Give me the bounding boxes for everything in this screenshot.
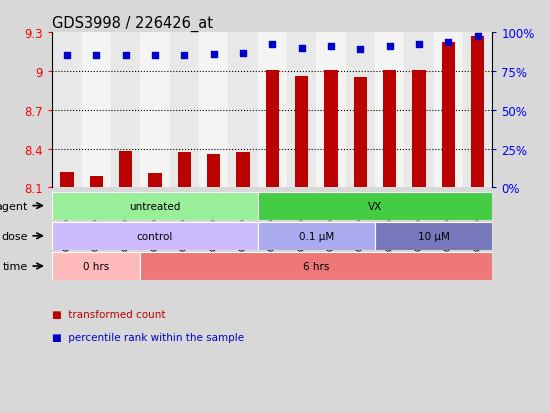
Text: 0.1 μM: 0.1 μM bbox=[299, 231, 334, 241]
Bar bbox=[52, 222, 257, 250]
Text: 0 hrs: 0 hrs bbox=[83, 261, 109, 271]
Bar bbox=[140, 33, 169, 188]
Bar bbox=[463, 33, 492, 188]
Text: time: time bbox=[3, 261, 28, 271]
Text: dose: dose bbox=[2, 231, 28, 241]
Text: GDS3998 / 226426_at: GDS3998 / 226426_at bbox=[52, 16, 213, 32]
Point bbox=[121, 53, 130, 59]
Text: 10 μM: 10 μM bbox=[417, 231, 449, 241]
Bar bbox=[81, 33, 111, 188]
Bar bbox=[207, 154, 220, 188]
Text: VX: VX bbox=[368, 201, 382, 211]
Bar bbox=[354, 78, 367, 188]
Point bbox=[239, 50, 248, 57]
Bar bbox=[316, 33, 345, 188]
Point bbox=[151, 53, 160, 59]
Bar bbox=[442, 43, 455, 188]
Bar bbox=[52, 33, 81, 188]
Point bbox=[209, 52, 218, 58]
Bar bbox=[404, 33, 433, 188]
Bar bbox=[199, 33, 228, 188]
Bar bbox=[148, 174, 162, 188]
Point bbox=[415, 41, 424, 48]
Text: ■  percentile rank within the sample: ■ percentile rank within the sample bbox=[52, 332, 244, 342]
Bar bbox=[375, 222, 492, 250]
Text: ■  transformed count: ■ transformed count bbox=[52, 310, 166, 320]
Text: 6 hrs: 6 hrs bbox=[303, 261, 329, 271]
Point bbox=[356, 47, 365, 53]
Bar bbox=[257, 33, 287, 188]
Point bbox=[444, 40, 453, 47]
Bar bbox=[52, 192, 257, 220]
Bar bbox=[375, 33, 404, 188]
Point bbox=[92, 53, 101, 59]
Text: agent: agent bbox=[0, 201, 28, 211]
Bar bbox=[140, 252, 492, 280]
Bar bbox=[471, 37, 484, 188]
Text: untreated: untreated bbox=[129, 201, 180, 211]
Bar bbox=[287, 33, 316, 188]
Bar bbox=[295, 77, 308, 188]
Point bbox=[473, 33, 482, 40]
Bar bbox=[324, 71, 338, 188]
Bar bbox=[90, 176, 103, 188]
Bar bbox=[52, 252, 140, 280]
Text: control: control bbox=[137, 231, 173, 241]
Bar bbox=[236, 153, 250, 188]
Point bbox=[63, 53, 72, 59]
Bar bbox=[178, 153, 191, 188]
Bar bbox=[412, 71, 426, 188]
Bar bbox=[345, 33, 375, 188]
Bar bbox=[169, 33, 199, 188]
Bar bbox=[119, 152, 132, 188]
Bar bbox=[266, 71, 279, 188]
Bar bbox=[257, 222, 375, 250]
Point bbox=[180, 53, 189, 59]
Bar bbox=[228, 33, 257, 188]
Bar bbox=[383, 71, 396, 188]
Point bbox=[327, 44, 336, 50]
Bar bbox=[257, 192, 492, 220]
Bar bbox=[60, 172, 74, 188]
Point bbox=[268, 41, 277, 48]
Point bbox=[297, 45, 306, 52]
Bar bbox=[433, 33, 463, 188]
Point bbox=[385, 44, 394, 50]
Bar bbox=[111, 33, 140, 188]
